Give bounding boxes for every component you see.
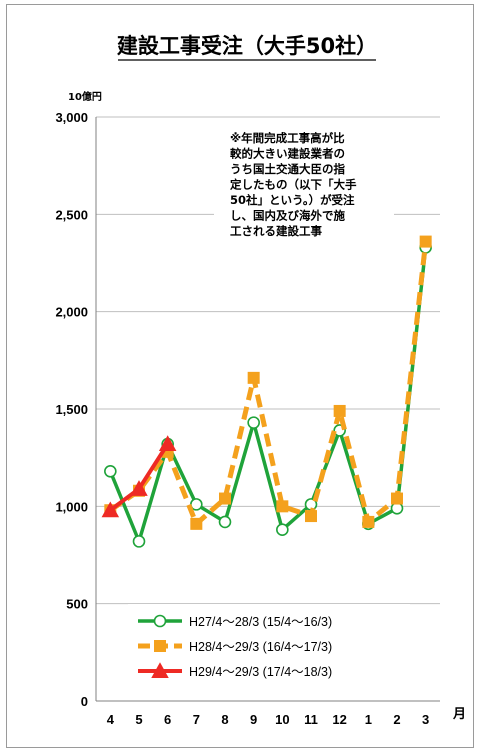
note-box bbox=[214, 122, 394, 250]
data-point bbox=[305, 510, 317, 523]
legend-label: H29/4～29/3 (17/4～18/3) bbox=[189, 665, 332, 679]
note-line: 工される建設工事 bbox=[230, 224, 322, 238]
series-2 bbox=[104, 235, 432, 530]
chart-title: 建設工事受注（大手50社） bbox=[117, 34, 377, 58]
series-1 bbox=[104, 241, 432, 548]
x-tick-label: 5 bbox=[135, 712, 142, 727]
note-line: し、国内及び海外で施 bbox=[230, 209, 345, 223]
series-line bbox=[108, 247, 428, 544]
data-point bbox=[218, 515, 232, 529]
y-unit-label: 10億円 bbox=[68, 90, 102, 103]
series-3 bbox=[101, 435, 177, 518]
data-point bbox=[219, 492, 231, 505]
axes bbox=[95, 117, 440, 702]
data-point bbox=[362, 515, 375, 528]
data-point bbox=[247, 416, 260, 429]
legend-item: H29/4～29/3 (17/4～18/3) bbox=[138, 662, 332, 679]
legend-label: H28/4～29/3 (16/4～17/3) bbox=[189, 640, 332, 654]
x-tick-label: 4 bbox=[107, 712, 115, 727]
data-point bbox=[190, 517, 203, 530]
note-line: ※年間完成工事高が比 bbox=[230, 131, 345, 145]
data-point bbox=[154, 640, 166, 652]
series-line bbox=[108, 241, 429, 527]
data-point bbox=[158, 435, 177, 452]
x-tick-label: 10 bbox=[275, 712, 289, 727]
x-tick-label: 6 bbox=[164, 712, 171, 727]
data-point bbox=[419, 235, 432, 248]
data-point bbox=[276, 523, 289, 536]
y-tick-label: 1,500 bbox=[55, 402, 88, 417]
x-tick-label: 12 bbox=[332, 712, 346, 727]
data-point bbox=[104, 464, 117, 478]
y-tick-label: 500 bbox=[66, 597, 88, 612]
note-line: うち国土交通大臣の指 bbox=[230, 162, 345, 176]
data-point bbox=[391, 492, 403, 505]
data-point bbox=[132, 535, 146, 548]
y-tick-label: 3,000 bbox=[55, 110, 88, 125]
x-unit-label: 月 bbox=[452, 706, 466, 721]
note-line: 較的大きい建設業者の bbox=[230, 147, 345, 161]
series-layer bbox=[101, 235, 432, 548]
data-point bbox=[151, 662, 169, 678]
legend-items: H27/4～28/3 (15/4～16/3) H28/4～29/3 (16/4～1… bbox=[138, 614, 332, 679]
data-point bbox=[101, 501, 120, 518]
x-tick-label: 11 bbox=[304, 712, 318, 727]
data-point bbox=[247, 371, 260, 384]
data-point bbox=[153, 614, 167, 628]
x-tick-label: 7 bbox=[193, 712, 200, 727]
x-tick-labels: 4 5 6 7 8 9 10 11 12 1 2 3 bbox=[107, 712, 430, 727]
x-tick-label: 1 bbox=[365, 712, 372, 727]
x-tick-label: 3 bbox=[422, 712, 429, 727]
data-point bbox=[130, 480, 148, 496]
y-tick-label: 0 bbox=[81, 694, 88, 709]
y-tick-label: 2,500 bbox=[55, 207, 88, 222]
data-point bbox=[276, 500, 289, 513]
note-line: 定したもの（以下「大手 bbox=[230, 178, 357, 192]
legend-item: H28/4～29/3 (16/4～17/3) bbox=[138, 640, 332, 654]
x-tick-label: 8 bbox=[221, 712, 228, 727]
legend-item: H27/4～28/3 (15/4～16/3) bbox=[138, 614, 332, 629]
y-tick-label: 2,000 bbox=[55, 305, 88, 320]
note-line: 50社」という。）が受注 bbox=[230, 193, 355, 207]
x-tick-label: 2 bbox=[393, 712, 400, 727]
y-tick-label: 1,000 bbox=[55, 499, 88, 514]
y-tick-labels: 0 500 1,000 1,500 2,000 2,500 3,000 bbox=[55, 110, 88, 709]
note-text: ※年間完成工事高が比較的大きい建設業者のうち国土交通大臣の指定したもの（以下「大… bbox=[230, 131, 357, 238]
x-tick-label: 9 bbox=[250, 712, 257, 727]
data-point bbox=[333, 404, 346, 417]
legend-label: H27/4～28/3 (15/4～16/3) bbox=[189, 615, 332, 629]
